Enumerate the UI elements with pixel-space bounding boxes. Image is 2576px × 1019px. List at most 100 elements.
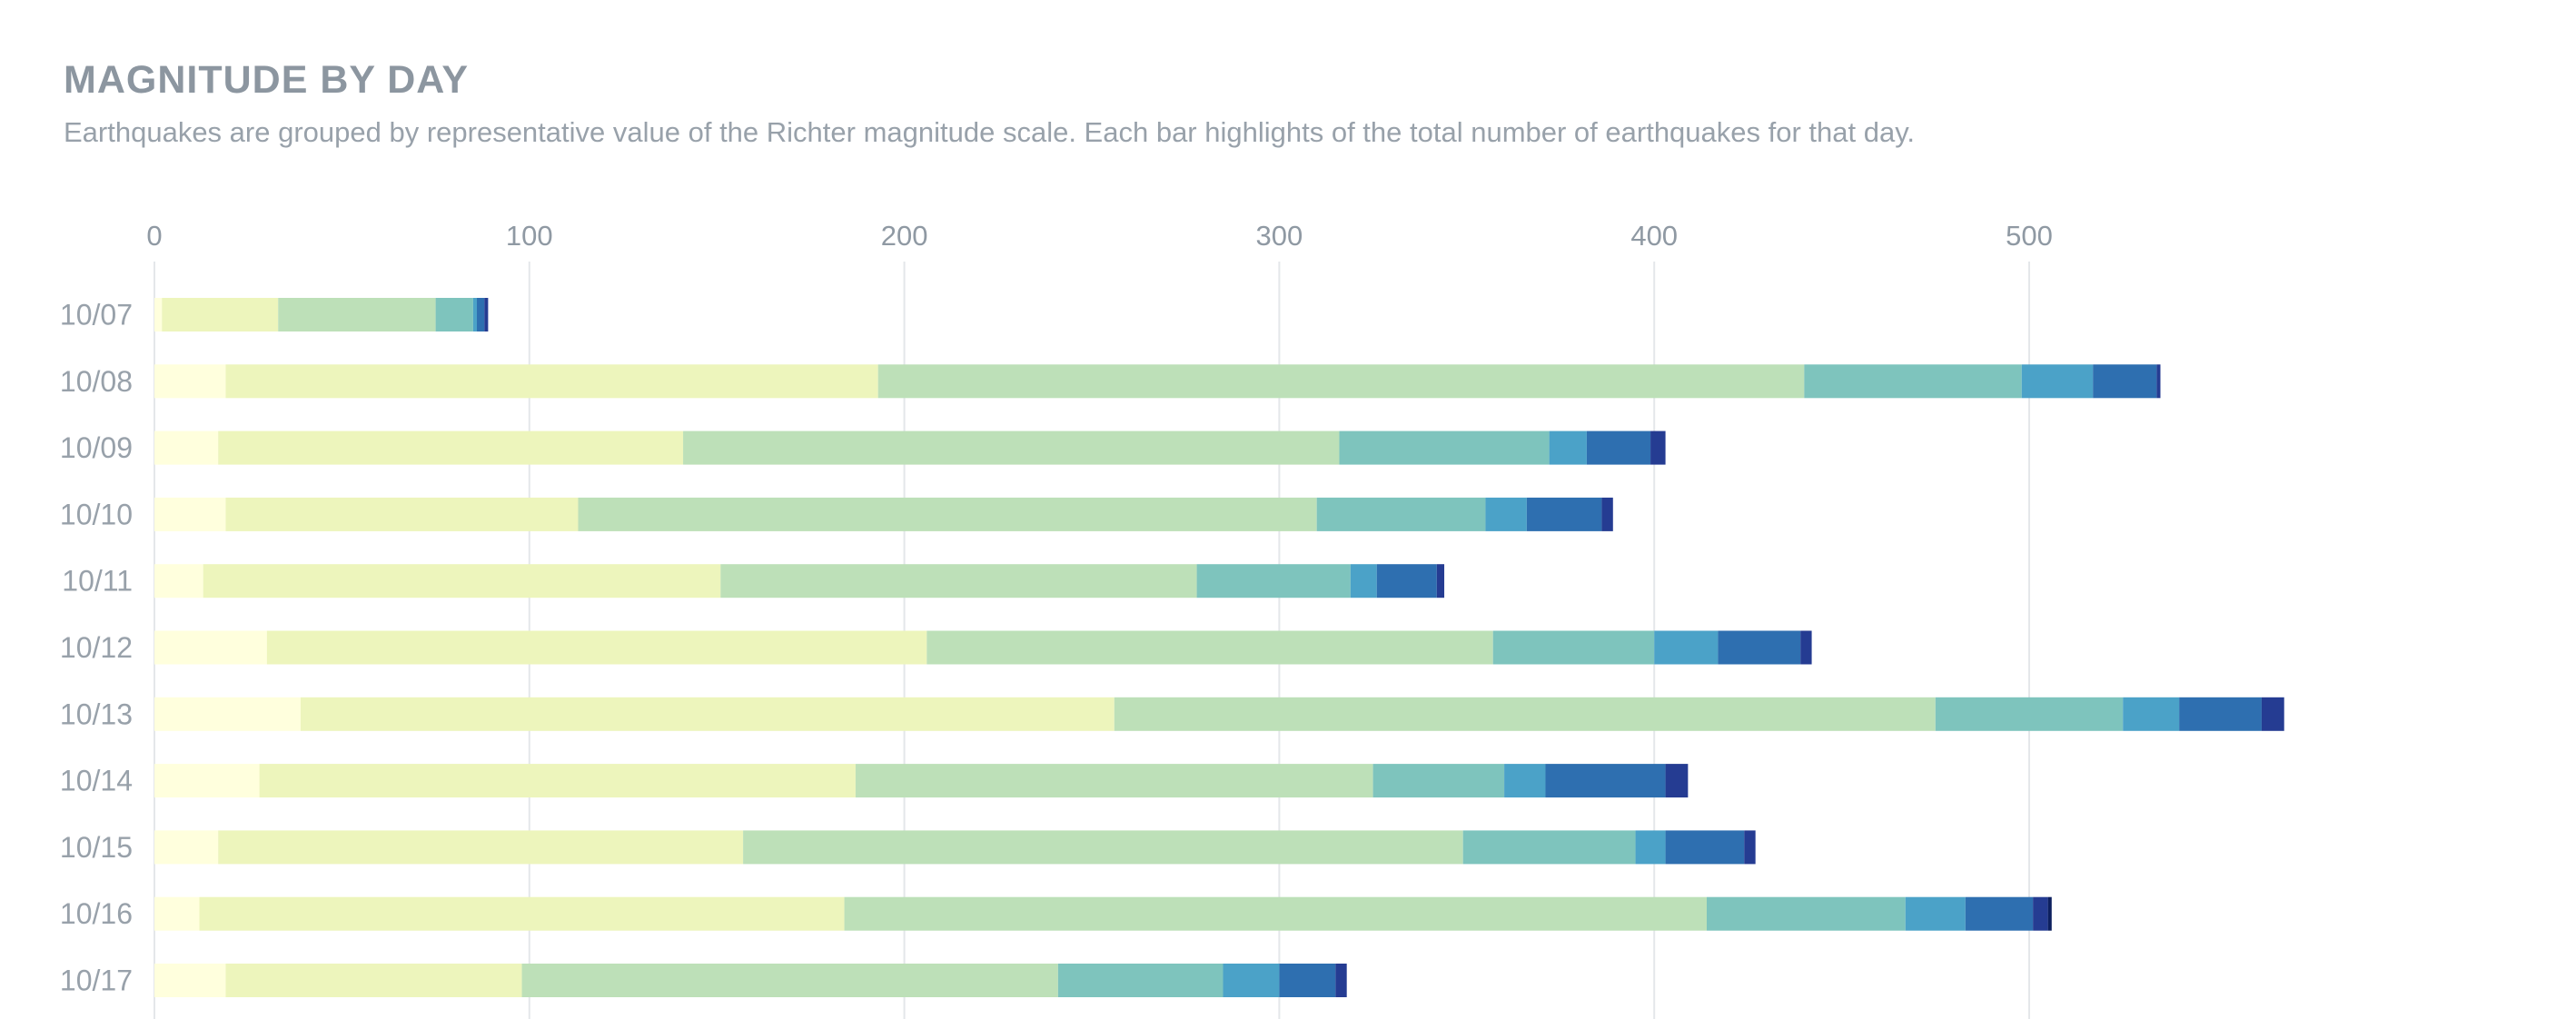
bar-group-10-09 bbox=[154, 430, 1666, 465]
bar-segment bbox=[154, 896, 200, 931]
category-label: 10/08 bbox=[60, 365, 133, 398]
bar-group-10-11 bbox=[154, 564, 1445, 599]
bar-segment bbox=[1804, 364, 2022, 399]
category-label: 10/13 bbox=[60, 697, 133, 730]
bar-segment bbox=[1965, 896, 2034, 931]
bar-segment bbox=[225, 964, 522, 997]
bar-group-10-14 bbox=[154, 764, 1689, 798]
bar-group-10-12 bbox=[154, 630, 1812, 665]
bar-segment bbox=[1436, 564, 1445, 599]
category-label: 10/15 bbox=[60, 831, 133, 864]
category-label: 10/09 bbox=[60, 431, 133, 464]
bars bbox=[154, 298, 2284, 997]
bar-segment bbox=[844, 896, 1707, 931]
bar-segment bbox=[154, 964, 226, 997]
bar-segment bbox=[855, 764, 1373, 798]
x-tick-label: 300 bbox=[1256, 220, 1303, 252]
bar-segment bbox=[203, 564, 721, 599]
bar-segment bbox=[1057, 964, 1224, 997]
bar-segment bbox=[521, 964, 1058, 997]
bar-segment bbox=[1350, 564, 1377, 599]
bar-segment bbox=[225, 497, 579, 531]
bar-group-10-16 bbox=[154, 896, 2052, 931]
bar-segment bbox=[1335, 964, 1347, 997]
category-label: 10/14 bbox=[60, 765, 133, 797]
bar-segment bbox=[154, 364, 226, 399]
bar-segment bbox=[877, 364, 1805, 399]
bar-segment bbox=[154, 697, 301, 731]
x-tick-label: 200 bbox=[881, 220, 928, 252]
category-labels: 10/07 10/08 10/09 10/10 10/11 10/12 10/13 10/14… bbox=[60, 299, 133, 997]
bar-segment bbox=[683, 430, 1340, 465]
category-label: 10/11 bbox=[62, 565, 133, 598]
bar-segment bbox=[1372, 764, 1505, 798]
bar-segment bbox=[1492, 630, 1655, 665]
bar-segment bbox=[743, 830, 1463, 865]
bar-segment bbox=[1800, 630, 1812, 665]
bar-segment bbox=[472, 298, 478, 331]
bar-segment bbox=[1504, 764, 1546, 798]
category-label: 10/17 bbox=[60, 965, 133, 997]
bar-segment bbox=[225, 364, 878, 399]
bar-segment bbox=[259, 764, 856, 798]
bar-group-10-13 bbox=[154, 697, 2284, 731]
bar-segment bbox=[2179, 697, 2262, 731]
x-tick-label: 500 bbox=[2006, 220, 2053, 252]
bar-segment bbox=[154, 630, 267, 665]
bar-segment bbox=[154, 497, 226, 531]
bar-segment bbox=[2033, 896, 2048, 931]
bar-segment bbox=[218, 830, 744, 865]
bar-segment bbox=[578, 497, 1317, 531]
bar-segment bbox=[1706, 896, 1906, 931]
category-label: 10/16 bbox=[60, 897, 133, 930]
bar-segment bbox=[1279, 964, 1336, 997]
category-label: 10/10 bbox=[60, 498, 133, 530]
category-label: 10/07 bbox=[60, 299, 133, 331]
bar-segment bbox=[154, 298, 163, 331]
bar-segment bbox=[1601, 497, 1613, 531]
bar-segment bbox=[162, 298, 279, 331]
bar-segment bbox=[154, 430, 219, 465]
bar-segment bbox=[1650, 430, 1666, 465]
bar-segment bbox=[1635, 830, 1666, 865]
bar-segment bbox=[1526, 497, 1602, 531]
bar-segment bbox=[154, 830, 219, 865]
bar-segment bbox=[2156, 364, 2161, 399]
bar-segment bbox=[1196, 564, 1351, 599]
chart-title: MAGNITUDE BY DAY bbox=[64, 58, 470, 102]
bar-group-10-15 bbox=[154, 830, 1756, 865]
bar-segment bbox=[720, 564, 1197, 599]
bar-segment bbox=[199, 896, 845, 931]
bar-segment bbox=[1462, 830, 1636, 865]
bar-segment bbox=[1376, 564, 1437, 599]
bar-group-10-08 bbox=[154, 364, 2161, 399]
bar-segment bbox=[1718, 630, 1801, 665]
bar-segment bbox=[1665, 764, 1689, 798]
bar-group-10-07 bbox=[154, 298, 489, 331]
bar-segment bbox=[154, 764, 260, 798]
bar-segment bbox=[300, 697, 1115, 731]
bar-segment bbox=[278, 298, 436, 331]
bar-segment bbox=[1485, 497, 1527, 531]
bar-segment bbox=[154, 564, 203, 599]
bar-group-10-17 bbox=[154, 964, 1347, 997]
x-tick-label: 100 bbox=[506, 220, 553, 252]
bar-segment bbox=[1549, 430, 1587, 465]
bar-segment bbox=[2047, 896, 2052, 931]
bar-segment bbox=[1223, 964, 1280, 997]
bar-segment bbox=[1665, 830, 1745, 865]
bar-segment bbox=[218, 430, 684, 465]
bar-segment bbox=[2093, 364, 2157, 399]
x-tick-label: 0 bbox=[146, 220, 162, 252]
x-axis-ticks: 0 100 200 300 400 500 bbox=[146, 220, 2052, 252]
bar-segment bbox=[1586, 430, 1651, 465]
bar-segment bbox=[2123, 697, 2180, 731]
bar-segment bbox=[435, 298, 473, 331]
bar-segment bbox=[484, 298, 489, 331]
bar-segment bbox=[1545, 764, 1666, 798]
bar-segment bbox=[1905, 896, 1966, 931]
bar-segment bbox=[1339, 430, 1550, 465]
bar-segment bbox=[1744, 830, 1756, 865]
